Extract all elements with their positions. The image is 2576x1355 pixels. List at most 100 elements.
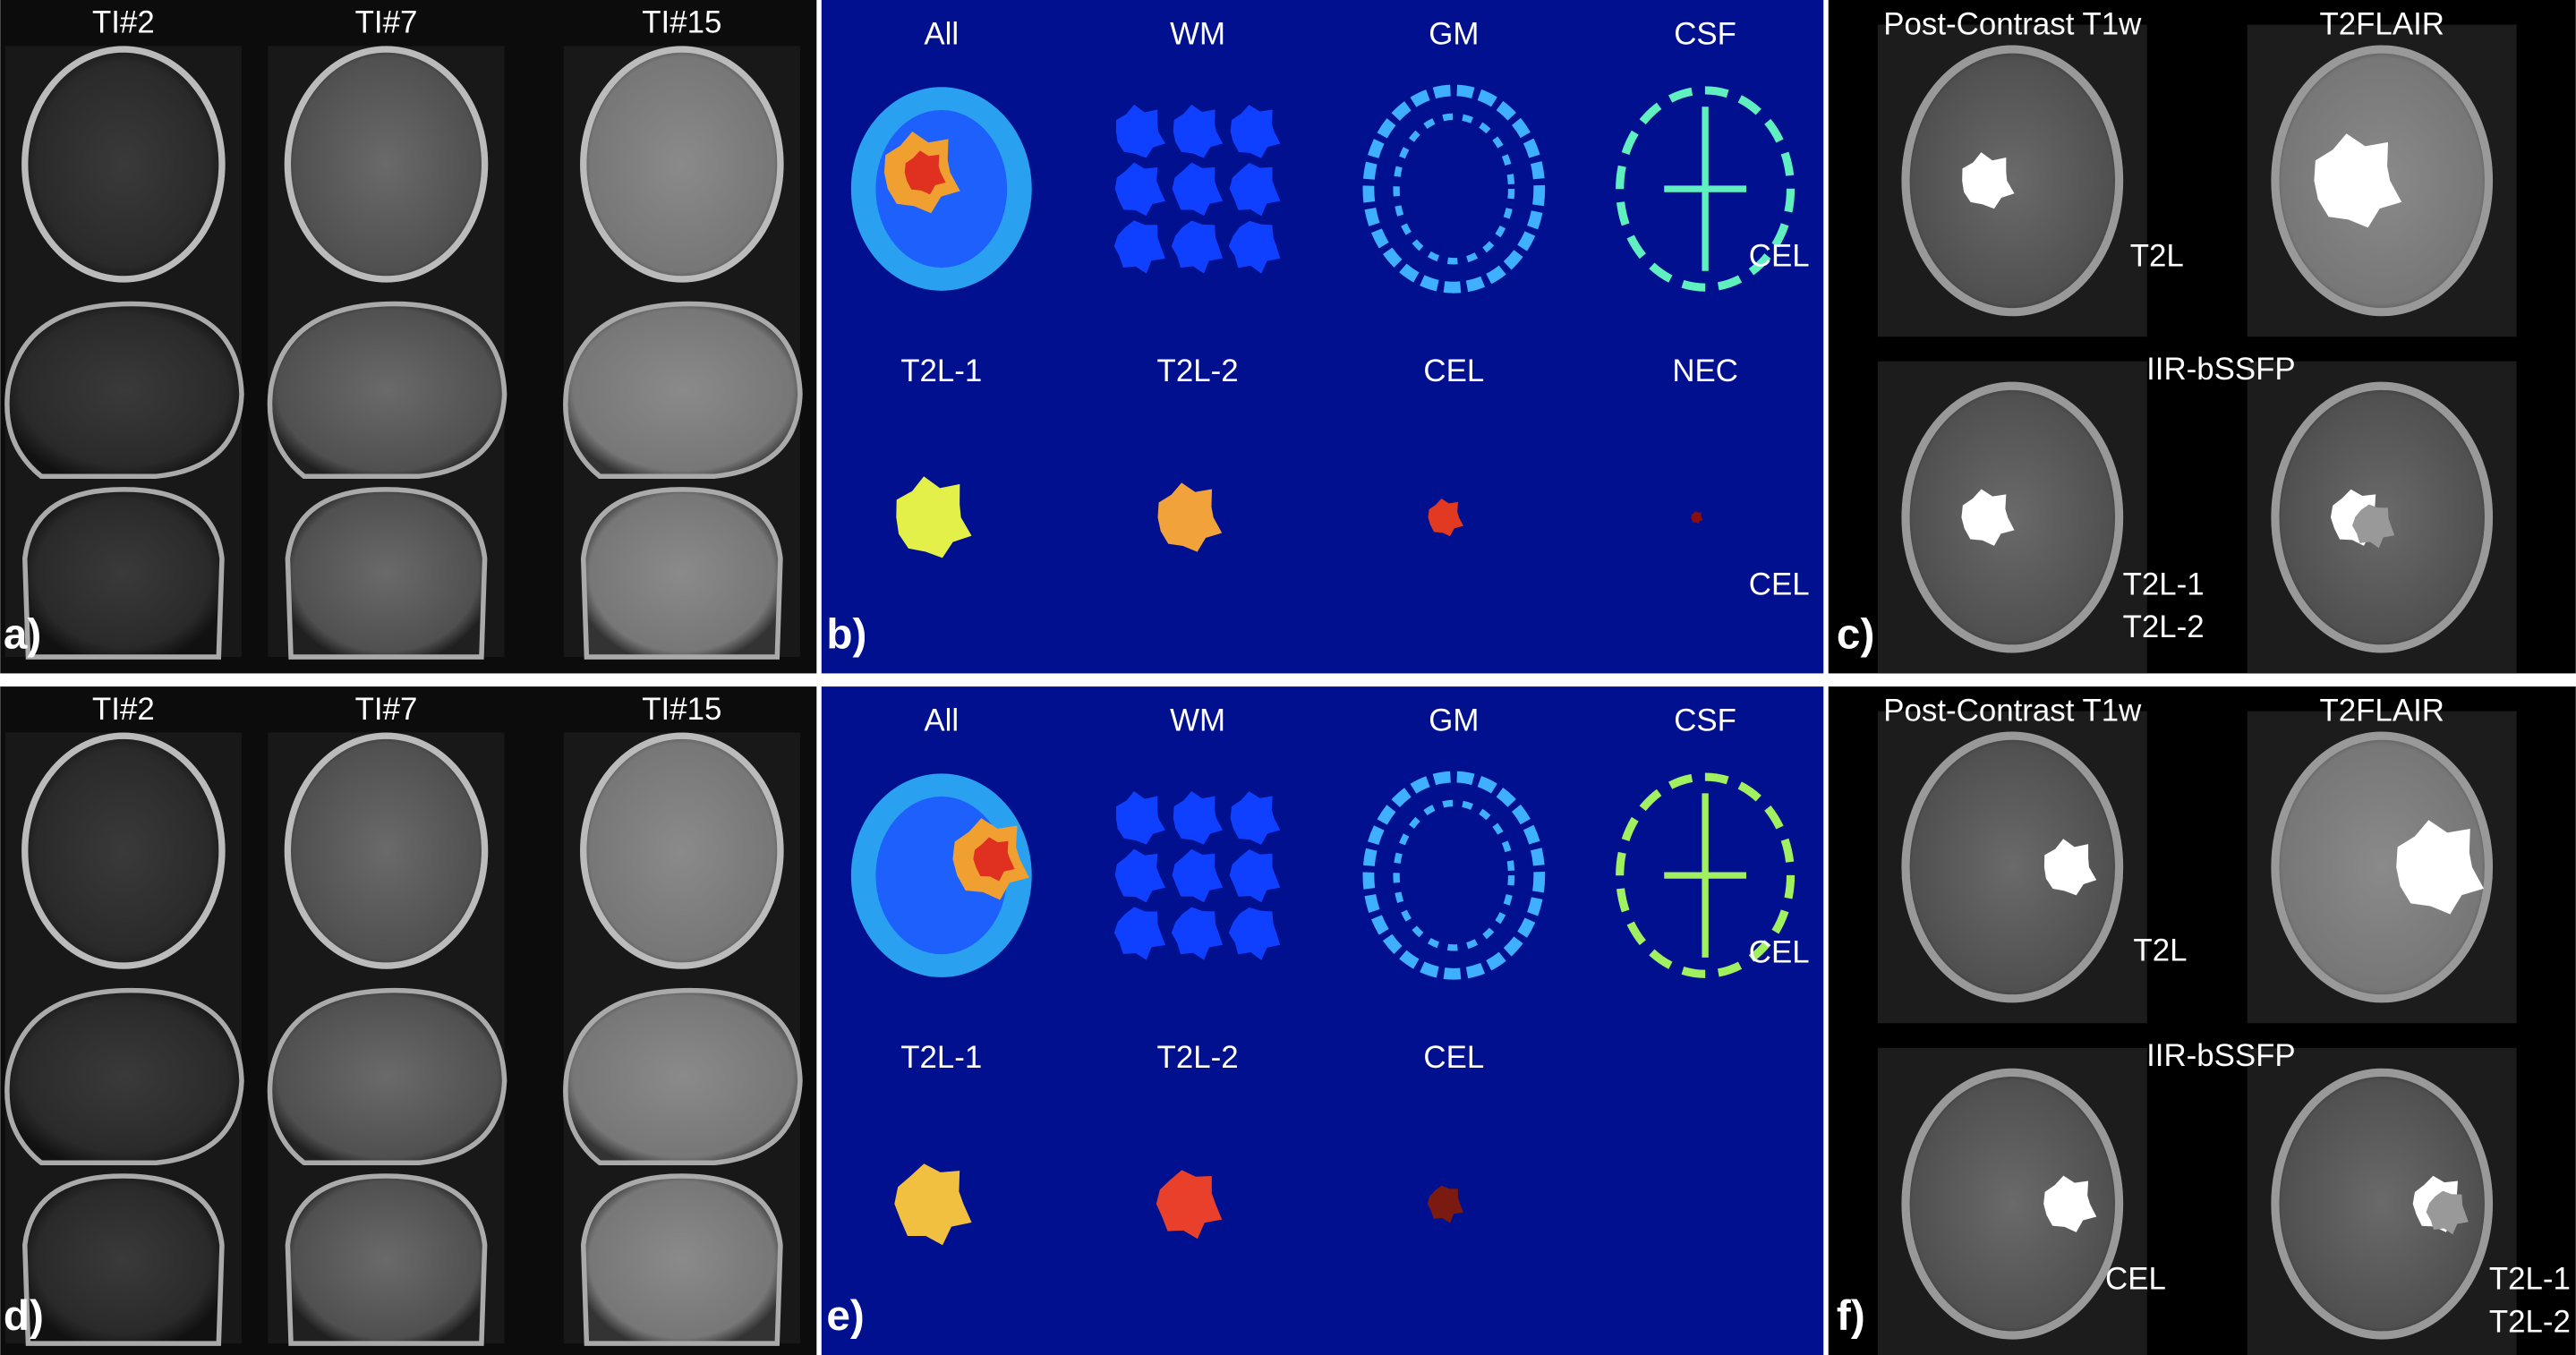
map-title: T2L-1 [900,1040,982,1075]
coronal-slice [580,1173,783,1346]
map-wm [1113,220,1165,274]
axial-slice [21,732,226,969]
column-title: TI#7 [355,5,418,40]
axial-slice [1901,731,2124,1003]
map-csf [1616,772,1796,978]
map-title: WM [1170,17,1225,52]
map-wm [1113,907,1165,960]
axial-slice [1901,381,2124,653]
column-title: TI#2 [92,5,155,40]
sagittal-slice [267,987,508,1166]
sagittal-slice [4,301,244,479]
lesion-overlay [2396,820,2484,915]
map-wm [1230,791,1281,845]
lesion-overlay [2314,133,2402,228]
sagittal-slice [563,301,803,479]
image-title: Post-Contrast T1w [1883,694,2142,729]
sagittal-slice [563,987,803,1166]
map-title: CEL [1423,354,1484,388]
image-annotation: T2L-1 [2123,567,2205,601]
lesion-map [1427,1185,1463,1223]
map-wm [1114,848,1165,903]
map-wm [1228,220,1281,274]
map-wm [1171,907,1223,960]
map-wm [1172,162,1224,217]
map-title: T2L-1 [900,354,982,388]
axial-slice [21,46,226,283]
axial-slice [2271,731,2494,1003]
map-wm [1173,104,1224,158]
lesion-map [1157,482,1223,552]
lesion-overlay [2043,1175,2097,1232]
column-title: TI#2 [92,692,155,727]
map-csf-inner [1664,793,1747,958]
map-title: WM [1170,703,1225,738]
map-wm [1114,162,1165,217]
map-title: CSF [1674,17,1736,52]
image-annotation: T2L [2130,238,2184,273]
map-title: NEC [1672,354,1738,388]
map-csf-inner [1664,107,1747,271]
image-title: Post-Contrast T1w [1883,7,2142,42]
panel-label: e) [826,1292,864,1340]
lesion-overlay [1962,152,2015,209]
panel-label: c) [1837,611,1874,659]
map-title: CSF [1674,703,1736,738]
image-annotation: T2L [2133,933,2187,968]
sagittal-slice [267,301,508,479]
coronal-slice [580,487,783,660]
figure-row: TI#2 TI#7 TI#15 a) All WM GM CSF T2L-1 T2L-2 CEL NE… [0,0,2576,674]
lesion-map [1428,499,1463,537]
map-annotation: CEL [1749,934,1810,969]
map-all-lesion-core [973,837,1015,882]
lesion-map [1156,1170,1223,1240]
lesion-overlay [2043,839,2097,896]
image-annotation: T2L-2 [2489,1304,2571,1339]
lesion-map [1691,511,1703,524]
map-gm-inner [1393,799,1515,951]
coronal-slice [285,1173,488,1346]
map-title: GM [1429,703,1479,738]
coronal-slice [22,1173,225,1346]
axial-slice [284,732,489,969]
image-title: T2FLAIR [2319,694,2444,729]
axial-slice [1901,1068,2124,1340]
map-wm [1228,907,1281,960]
map-wm [1229,162,1281,217]
map-title: All [924,703,959,738]
map-annotation: CEL [1749,567,1810,601]
map-wm [1173,790,1224,845]
map-all-lesion-core [904,150,946,195]
axial-slice [284,46,489,283]
axial-slice [1901,45,2124,317]
image-annotation: T2L-1 [2489,1262,2571,1297]
lesion-overlay-2 [2426,1190,2469,1235]
panel-label: a) [4,611,41,659]
map-title: GM [1429,17,1479,52]
sagittal-slice [4,987,244,1166]
axial-slice [580,46,784,283]
lesion-overlay-2 [2351,504,2395,549]
column-title: TI#15 [642,5,721,40]
map-wm [1229,848,1281,903]
map-title: All [924,17,959,52]
panel-label: d) [4,1292,44,1340]
panel-label: f) [1837,1292,1865,1340]
map-gm-inner [1393,113,1515,265]
column-title: TI#7 [355,692,418,727]
map-gm [1362,84,1546,294]
lesion-map [894,1163,972,1246]
axial-slice [2271,1068,2494,1340]
map-wm [1115,790,1165,845]
image-title: IIR-bSSFP [2146,1038,2296,1073]
coronal-slice [22,487,225,660]
lesion-overlay [1961,489,2015,546]
coronal-slice [285,487,488,660]
map-wm [1115,104,1165,158]
map-title: T2L-2 [1157,354,1239,388]
image-annotation: CEL [2105,1262,2166,1297]
map-title: T2L-2 [1157,1040,1239,1075]
map-gm [1362,771,1546,980]
